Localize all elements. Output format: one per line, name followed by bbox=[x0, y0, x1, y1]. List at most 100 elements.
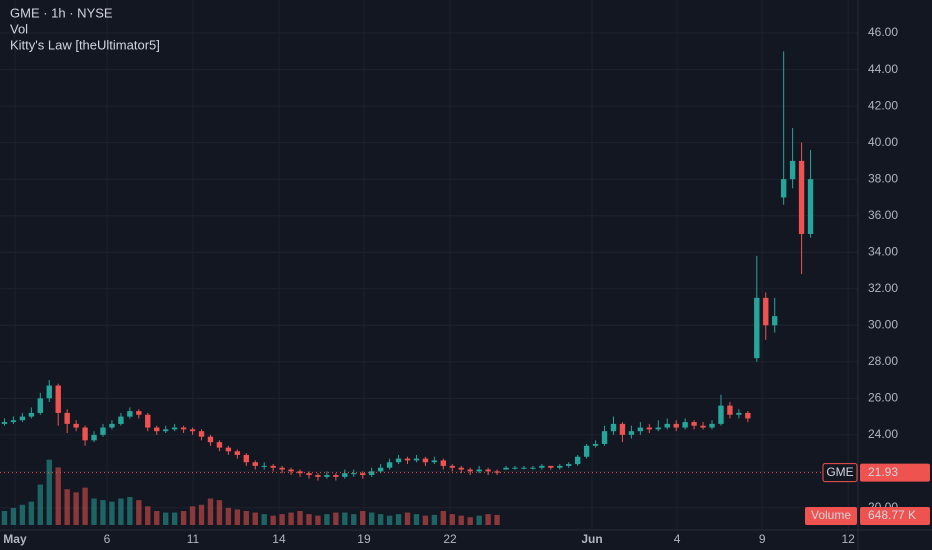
volume-bar bbox=[440, 511, 447, 525]
candle-body bbox=[351, 473, 357, 475]
candle-body bbox=[207, 436, 214, 443]
candle-body bbox=[100, 427, 106, 435]
volume-bar bbox=[243, 511, 249, 525]
y-tick-label: 24.00 bbox=[868, 427, 898, 441]
x-tick-label: 22 bbox=[443, 532, 457, 546]
candle-body bbox=[216, 442, 223, 448]
y-tick-label: 42.00 bbox=[868, 98, 898, 112]
candle-body bbox=[610, 423, 617, 432]
candle-body bbox=[189, 429, 196, 432]
volume-bar bbox=[315, 515, 321, 525]
candle-body bbox=[413, 458, 420, 461]
volume-bar bbox=[270, 515, 276, 525]
candle-body bbox=[395, 458, 402, 463]
volume-bar bbox=[64, 489, 70, 525]
candle-body bbox=[807, 179, 814, 234]
candle-body bbox=[333, 475, 339, 477]
candle-body bbox=[10, 420, 17, 423]
candle-body bbox=[91, 434, 97, 441]
volume-bar bbox=[494, 514, 500, 525]
x-tick-label: 12 bbox=[841, 532, 855, 546]
y-tick-label: 44.00 bbox=[868, 62, 898, 76]
candle-body bbox=[592, 443, 599, 446]
volume-bar bbox=[28, 501, 35, 525]
candle-body bbox=[691, 422, 697, 426]
y-tick-label: 34.00 bbox=[868, 244, 898, 258]
candle-body bbox=[145, 414, 151, 428]
candle-body bbox=[789, 160, 796, 180]
candle-body bbox=[261, 465, 267, 467]
y-tick-label: 36.00 bbox=[868, 208, 898, 222]
volume-value-label: 648.77 K bbox=[868, 508, 916, 522]
x-tick-label: 19 bbox=[357, 532, 371, 546]
candle-body bbox=[780, 179, 787, 198]
volume-bar bbox=[37, 484, 43, 525]
volume-bar bbox=[306, 514, 312, 525]
x-tick-label: 14 bbox=[272, 532, 286, 546]
candle-body bbox=[655, 427, 661, 430]
volume-bar bbox=[118, 498, 124, 525]
candle-body bbox=[127, 411, 133, 417]
candle-body bbox=[763, 297, 769, 326]
candle-body bbox=[628, 431, 635, 435]
candle-body bbox=[163, 429, 169, 432]
volume-bar bbox=[333, 512, 339, 525]
candle-body bbox=[530, 467, 536, 469]
y-tick-label: 32.00 bbox=[868, 281, 898, 295]
candle-body bbox=[154, 427, 160, 432]
volume-bar bbox=[377, 514, 384, 525]
candle-body bbox=[467, 469, 473, 472]
candle-body bbox=[243, 454, 249, 463]
candle-body bbox=[619, 423, 626, 435]
volume-bar bbox=[171, 512, 178, 525]
candle-body bbox=[718, 405, 724, 424]
volume-bar bbox=[449, 514, 455, 525]
candle-body bbox=[234, 451, 241, 455]
candle-body bbox=[180, 427, 187, 430]
chart-title: GME · 1h · NYSE bbox=[10, 5, 113, 20]
candle-body bbox=[646, 427, 653, 430]
candle-body bbox=[798, 160, 805, 234]
candle-body bbox=[440, 460, 447, 466]
candle-body bbox=[422, 458, 429, 463]
candle-body bbox=[476, 469, 482, 472]
x-tick-label: 6 bbox=[104, 532, 111, 546]
candle-body bbox=[772, 316, 778, 326]
candle-body bbox=[557, 465, 563, 468]
x-tick-label: May bbox=[3, 532, 27, 546]
volume-bar bbox=[136, 500, 142, 525]
candle-body bbox=[315, 475, 321, 477]
volume-bar bbox=[198, 504, 205, 525]
volume-bar bbox=[342, 512, 348, 525]
volume-bar bbox=[82, 487, 88, 525]
candle-body bbox=[539, 465, 545, 468]
candle-body bbox=[503, 467, 509, 470]
candle-body bbox=[306, 473, 312, 476]
candle-body bbox=[198, 431, 205, 437]
candle-body bbox=[458, 467, 464, 470]
volume-bar bbox=[189, 506, 196, 525]
x-tick-label: 4 bbox=[674, 532, 681, 546]
price-tag-label: 21.93 bbox=[868, 465, 898, 479]
y-tick-label: 40.00 bbox=[868, 135, 898, 149]
volume-value-tag bbox=[860, 507, 930, 525]
y-tick-label: 46.00 bbox=[868, 25, 898, 39]
candle-body bbox=[386, 462, 393, 468]
volume-bar bbox=[109, 501, 115, 525]
candle-body bbox=[682, 422, 688, 428]
volume-bar bbox=[279, 514, 285, 525]
candle-body bbox=[82, 427, 88, 441]
candle-body bbox=[745, 412, 751, 419]
volume-bar bbox=[145, 506, 151, 525]
candle-body bbox=[754, 297, 760, 359]
candle-body bbox=[727, 405, 733, 415]
volume-bar bbox=[422, 515, 429, 525]
volume-bar bbox=[1, 511, 8, 525]
candle-body bbox=[109, 423, 115, 428]
volume-bar bbox=[55, 467, 61, 525]
volume-bar bbox=[10, 507, 17, 525]
candle-body bbox=[494, 471, 500, 473]
candle-body bbox=[28, 412, 35, 417]
candle-body bbox=[664, 423, 670, 428]
